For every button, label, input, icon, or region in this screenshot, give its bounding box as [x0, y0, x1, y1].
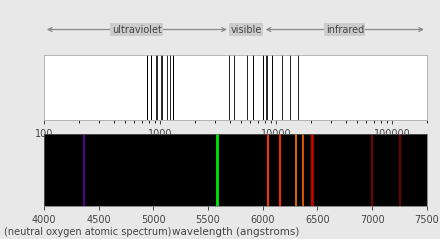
X-axis label: wavelength (angstroms): wavelength (angstroms)	[172, 227, 299, 237]
Text: (neutral oxygen atomic spectrum): (neutral oxygen atomic spectrum)	[4, 227, 172, 237]
X-axis label: wavelength (angstroms): wavelength (angstroms)	[172, 141, 299, 151]
Text: visible: visible	[231, 25, 262, 34]
Text: infrared: infrared	[326, 25, 364, 34]
Text: ultraviolet: ultraviolet	[112, 25, 162, 34]
